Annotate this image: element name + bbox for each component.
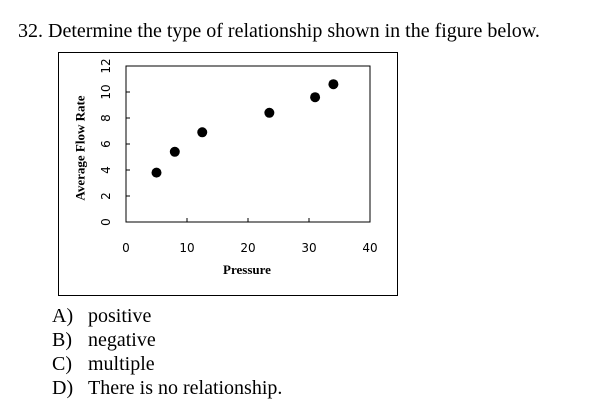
choice-c[interactable]: C) multiple — [52, 352, 282, 376]
y-tick-label: 2 — [99, 192, 113, 200]
x-tick-label: 10 — [179, 241, 194, 255]
x-tick-label: 0 — [122, 241, 130, 255]
data-point — [151, 167, 162, 178]
x-tick-label: 30 — [301, 241, 316, 255]
choice-text: negative — [88, 329, 156, 351]
data-point — [197, 127, 208, 138]
y-tick-label: 6 — [99, 140, 113, 148]
y-tick-label: 8 — [99, 114, 113, 122]
data-point — [328, 79, 339, 90]
choice-letter: D) — [52, 377, 74, 399]
y-tick-label: 12 — [99, 58, 113, 73]
x-tick-label: 40 — [362, 241, 377, 255]
question-text: 32. Determine the type of relationship s… — [18, 20, 540, 42]
data-point — [310, 92, 321, 103]
choice-d[interactable]: D) There is no relationship. — [52, 376, 282, 400]
y-tick-label: 0 — [99, 218, 113, 226]
choice-text: positive — [88, 305, 152, 327]
x-axis-title: Pressure — [223, 262, 271, 277]
plot-area — [125, 65, 371, 223]
data-point — [169, 146, 180, 157]
choice-a[interactable]: A) positive — [52, 304, 282, 328]
choice-letter: C) — [52, 353, 72, 375]
choice-text: There is no relationship. — [88, 377, 283, 399]
y-tick-label: 4 — [99, 166, 113, 174]
x-tick-label: 20 — [240, 241, 255, 255]
choice-b[interactable]: B) negative — [52, 328, 282, 352]
y-axis-title: Average Flow Rate — [73, 95, 88, 200]
answer-choices: A) positive B) negative C) multiple D) T… — [52, 304, 282, 400]
choice-letter: A) — [52, 305, 74, 327]
y-tick-label: 10 — [99, 84, 113, 99]
choice-text: multiple — [88, 353, 155, 375]
data-point — [264, 107, 275, 118]
figure-frame — [58, 52, 398, 296]
choice-letter: B) — [52, 329, 72, 351]
